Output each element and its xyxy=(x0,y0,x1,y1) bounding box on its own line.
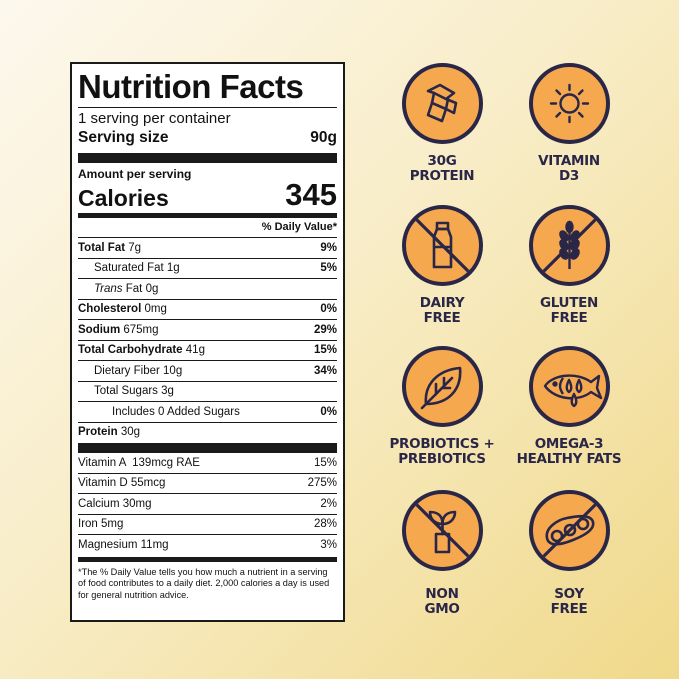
calories-row: Calories 345 xyxy=(78,177,337,212)
nutrient-row-saturated-fat: Saturated Fat 1g 5% xyxy=(78,257,337,279)
badge-probiotics: PROBIOTICS + PREBIOTICS xyxy=(387,346,497,467)
nutrient-row-protein: Protein 30g xyxy=(78,421,337,443)
no-wheat-icon xyxy=(528,205,610,286)
vitamin-row-magnesium: Magnesium 11mg 3% xyxy=(78,534,337,555)
calories-value: 345 xyxy=(285,177,337,212)
daily-value-footnote: *The % Daily Value tells you how much a … xyxy=(78,566,330,600)
no-gmo-plant-icon xyxy=(401,490,483,571)
serving-size: Serving size 90g xyxy=(78,128,337,153)
nutrient-row-sodium: Sodium 675mg 29% xyxy=(78,319,337,340)
nutrient-row-dietary-fiber: Dietary Fiber 10g 34% xyxy=(78,360,337,381)
panel-title: Nutrition Facts xyxy=(78,68,304,105)
nutrient-row-added-sugars: Includes 0 Added Sugars 0% xyxy=(78,401,337,422)
badge-gluten-free: GLUTEN FREE xyxy=(514,205,624,326)
servings-per-container: 1 serving per container xyxy=(78,110,231,127)
badge-protein: 30G PROTEIN xyxy=(387,63,497,184)
nutrient-row-trans-fat: Trans Fat 0g xyxy=(78,278,337,299)
no-soybean-icon xyxy=(528,490,610,571)
nutrient-row-total-fat: Total Fat 7g 9% xyxy=(78,237,337,258)
no-milk-bottle-icon xyxy=(401,205,483,286)
protein-ribbon-icon xyxy=(401,63,483,144)
sun-icon xyxy=(528,63,610,144)
badge-non-gmo: NON GMO xyxy=(387,490,497,617)
vitamin-row-vitamin-d: Vitamin D 55mcg 275% xyxy=(78,472,337,494)
vitamin-row-calcium: Calcium 30mg 2% xyxy=(78,493,337,514)
badge-dairy-free: DAIRY FREE xyxy=(387,205,497,326)
nutrient-row-total-carbohydrate: Total Carbohydrate 41g 15% xyxy=(78,339,337,361)
daily-value-header: % Daily Value* xyxy=(261,221,337,233)
nutrition-facts-panel: Nutrition Facts 1 serving per container … xyxy=(70,62,345,622)
badge-soy-free: SOY FREE xyxy=(514,490,624,617)
vitamin-row-iron: Iron 5mg 28% xyxy=(78,513,337,535)
vitamin-row-vitamin-a: Vitamin A 139mcg RAE 15% xyxy=(78,456,337,469)
serving-size-value: 90g xyxy=(310,129,337,146)
serving-size-label: Serving size xyxy=(78,129,169,146)
leaf-icon xyxy=(401,346,483,427)
fish-drops-icon xyxy=(528,346,610,427)
nutrient-row-total-sugars: Total Sugars 3g xyxy=(78,380,337,402)
badge-vitamin-d3: VITAMIN D3 xyxy=(514,63,624,184)
amount-per-serving: Amount per serving xyxy=(78,167,192,181)
badge-omega-3: OMEGA-3 HEALTHY FATS xyxy=(514,346,624,467)
nutrient-row-cholesterol: Cholesterol 0mg 0% xyxy=(78,298,337,320)
calories-label: Calories xyxy=(78,185,169,211)
